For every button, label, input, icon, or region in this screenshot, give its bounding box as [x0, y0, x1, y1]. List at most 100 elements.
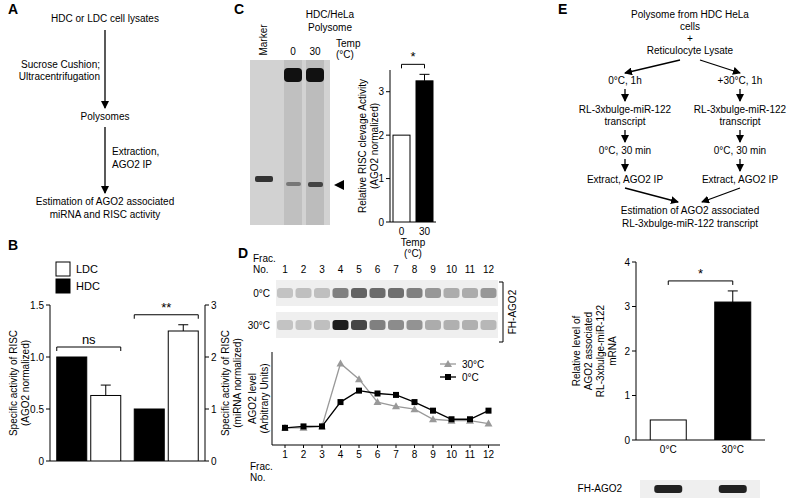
- x-axis: [272, 445, 500, 446]
- step: 0°C, 30 min: [599, 145, 651, 156]
- marker: [355, 375, 363, 382]
- lane-number: 6: [375, 264, 381, 275]
- y-tick: [386, 222, 390, 223]
- x-axis-title: Temp: [401, 237, 426, 248]
- x-axis-title: Frac.: [250, 461, 273, 472]
- step-note: Sucrose Cushion;: [21, 59, 100, 70]
- title: Polysome: [308, 22, 352, 33]
- lane-number: 5: [356, 264, 362, 275]
- y-tick: [46, 357, 50, 358]
- x-tick-label: 5: [356, 449, 362, 460]
- blot-band: [370, 320, 386, 330]
- bracket: [56, 347, 57, 351]
- axis-title: (AGO2 normalized): [20, 340, 31, 426]
- marker: [281, 424, 289, 431]
- marker: [486, 408, 492, 414]
- bracket: [668, 281, 669, 285]
- lane-number: 11: [465, 264, 476, 275]
- step: RL-3xbulge-miR-122: [694, 104, 787, 115]
- marker: [374, 398, 382, 405]
- arrow: [624, 159, 625, 171]
- lane-number: 3: [319, 264, 325, 275]
- blot-band: [333, 320, 349, 330]
- x-tick: [377, 445, 378, 448]
- x-axis-title: (°C): [404, 248, 422, 259]
- x-tick-label: 2: [301, 449, 307, 460]
- bar: [168, 331, 198, 461]
- marker: [412, 399, 418, 405]
- blot-band: [388, 288, 404, 298]
- arrow: [624, 130, 625, 142]
- panel-label: E: [558, 1, 567, 17]
- blot-row-label: 30°C: [248, 320, 270, 331]
- bracket: [401, 64, 402, 68]
- step: Reticulocyte Lysate: [647, 45, 734, 56]
- y2-tick: [205, 461, 209, 462]
- lane-number: 7: [393, 264, 399, 275]
- step-note: Extraction,: [112, 146, 159, 157]
- significance: **: [161, 300, 171, 315]
- marker: [375, 390, 381, 396]
- x-tick: [488, 445, 489, 448]
- axis-title: Relative level of: [571, 315, 582, 386]
- lane-number: 9: [430, 264, 436, 275]
- axis-title: AGO2 level: [247, 373, 258, 424]
- panel-label: D: [238, 245, 248, 261]
- y-tick-label: 3: [378, 86, 384, 97]
- bar: [57, 357, 87, 461]
- step: Estimation of AGO2 associated: [36, 196, 174, 207]
- arrowhead-marker: [334, 180, 344, 190]
- y2-axis: [205, 305, 206, 461]
- x-tick-label: 8: [412, 449, 418, 460]
- bar: [715, 302, 751, 440]
- title: HDC/HeLa: [306, 9, 355, 20]
- bar: [650, 420, 686, 440]
- error-cap: [101, 385, 111, 386]
- x-tick-label: 12: [483, 449, 495, 460]
- y-tick: [632, 395, 636, 396]
- legend-marker: [444, 360, 452, 367]
- bar: [134, 409, 164, 461]
- blot-band: [370, 288, 386, 298]
- x-axis-title: Frac.: [253, 253, 276, 264]
- figure: AHDC or LDC cell lysatesSucrose Cushion;…: [0, 0, 800, 502]
- panel-label: B: [8, 237, 18, 253]
- y-tick: [386, 178, 390, 179]
- lane-number: 8: [412, 264, 418, 275]
- x-tick-label: 9: [430, 449, 436, 460]
- gel-band: [306, 68, 324, 82]
- marker: [337, 359, 345, 366]
- blot-band: [296, 288, 312, 298]
- axis-title: (AGO2 normalized): [369, 103, 380, 189]
- marker: [356, 388, 362, 394]
- step: 0°C, 30 min: [714, 145, 766, 156]
- y2-tick-label: 1: [211, 404, 217, 415]
- y2-tick: [205, 409, 209, 410]
- gel-band: [308, 182, 323, 187]
- step: miRNA and RISC activity: [50, 209, 161, 220]
- axis-title: AGO2 associated: [583, 312, 594, 390]
- error-cap: [420, 74, 430, 75]
- bracket: [499, 282, 503, 283]
- arrow: [104, 30, 105, 108]
- blot-band: [314, 320, 330, 330]
- marker: [392, 402, 400, 409]
- y-tick: [632, 351, 636, 352]
- lane-label: 0: [290, 46, 296, 57]
- error-cap: [178, 324, 188, 325]
- panel-label: A: [8, 1, 18, 17]
- step-note: Ultracentrifugation: [19, 71, 100, 82]
- marker: [318, 422, 326, 429]
- arrow: [624, 89, 625, 101]
- gel-lane: [284, 60, 302, 225]
- lane-axis-label: (°C): [336, 49, 354, 60]
- blot-band: [351, 288, 367, 298]
- blot-band: [333, 288, 349, 298]
- y-tick: [46, 461, 50, 462]
- marker: [448, 417, 456, 424]
- x-axis-title: No.: [253, 264, 269, 275]
- error-bar: [105, 385, 106, 395]
- y2-tick-label: 3: [211, 300, 217, 311]
- marker: [338, 399, 344, 405]
- marker: [300, 424, 308, 431]
